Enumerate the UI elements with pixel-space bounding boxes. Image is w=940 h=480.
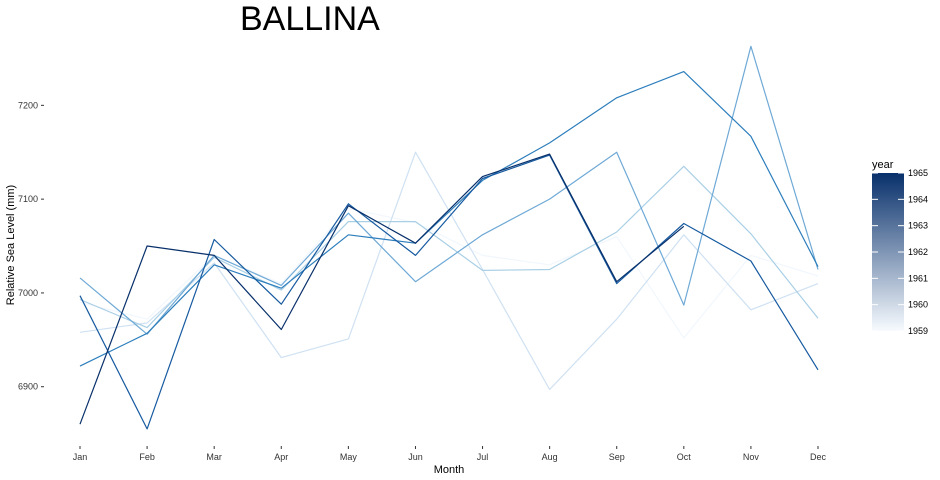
legend-label: 1963 bbox=[908, 221, 928, 231]
x-tick-label: Feb bbox=[139, 452, 155, 462]
x-tick-label: Jul bbox=[477, 452, 489, 462]
legend-label: 1965 bbox=[908, 168, 928, 178]
series-line-1959 bbox=[79, 207, 819, 339]
y-tick-label: 6900 bbox=[18, 382, 38, 392]
series-line-1962 bbox=[79, 45, 819, 335]
x-axis: Jan Feb Mar Apr May Jun Jul Aug Sep Oct Nov Dec bbox=[73, 446, 827, 462]
legend-label: 1964 bbox=[908, 194, 928, 204]
x-tick-label: May bbox=[340, 452, 358, 462]
x-axis-title: Month bbox=[434, 464, 465, 476]
legend-label: 1962 bbox=[908, 247, 928, 257]
series-lines bbox=[79, 45, 819, 430]
chart-title: BALLINA bbox=[240, 0, 380, 38]
series-line-1960 bbox=[79, 151, 819, 391]
x-tick-label: Nov bbox=[743, 452, 760, 462]
legend-label: 1961 bbox=[908, 273, 928, 283]
series-line-1964 bbox=[79, 154, 819, 430]
y-axis-title: Relative Sea Level (mm) bbox=[5, 185, 17, 305]
y-tick-label: 7100 bbox=[18, 194, 38, 204]
legend-label: 1960 bbox=[908, 300, 928, 310]
legend-labels: 1965 1964 1963 1962 1961 1960 1959 bbox=[872, 168, 928, 336]
legend-label: 1959 bbox=[908, 326, 928, 336]
y-tick-label: 7200 bbox=[18, 100, 38, 110]
y-axis: 6900 7000 7100 7200 bbox=[18, 100, 44, 392]
x-tick-label: Sep bbox=[609, 452, 625, 462]
y-tick-label: 7000 bbox=[18, 288, 38, 298]
series-line-1961 bbox=[79, 165, 819, 329]
x-tick-label: Jun bbox=[408, 452, 423, 462]
x-tick-label: Dec bbox=[810, 452, 827, 462]
x-tick-label: Mar bbox=[206, 452, 222, 462]
x-tick-label: Oct bbox=[677, 452, 692, 462]
series-line-1963 bbox=[79, 70, 819, 367]
x-tick-label: Jan bbox=[73, 452, 88, 462]
x-tick-label: Aug bbox=[542, 452, 558, 462]
x-tick-label: Apr bbox=[274, 452, 288, 462]
series-line-1965 bbox=[79, 153, 685, 425]
color-legend: year 1965 1964 1963 1962 1961 1960 1959 bbox=[872, 159, 928, 336]
legend-title: year bbox=[872, 159, 894, 171]
